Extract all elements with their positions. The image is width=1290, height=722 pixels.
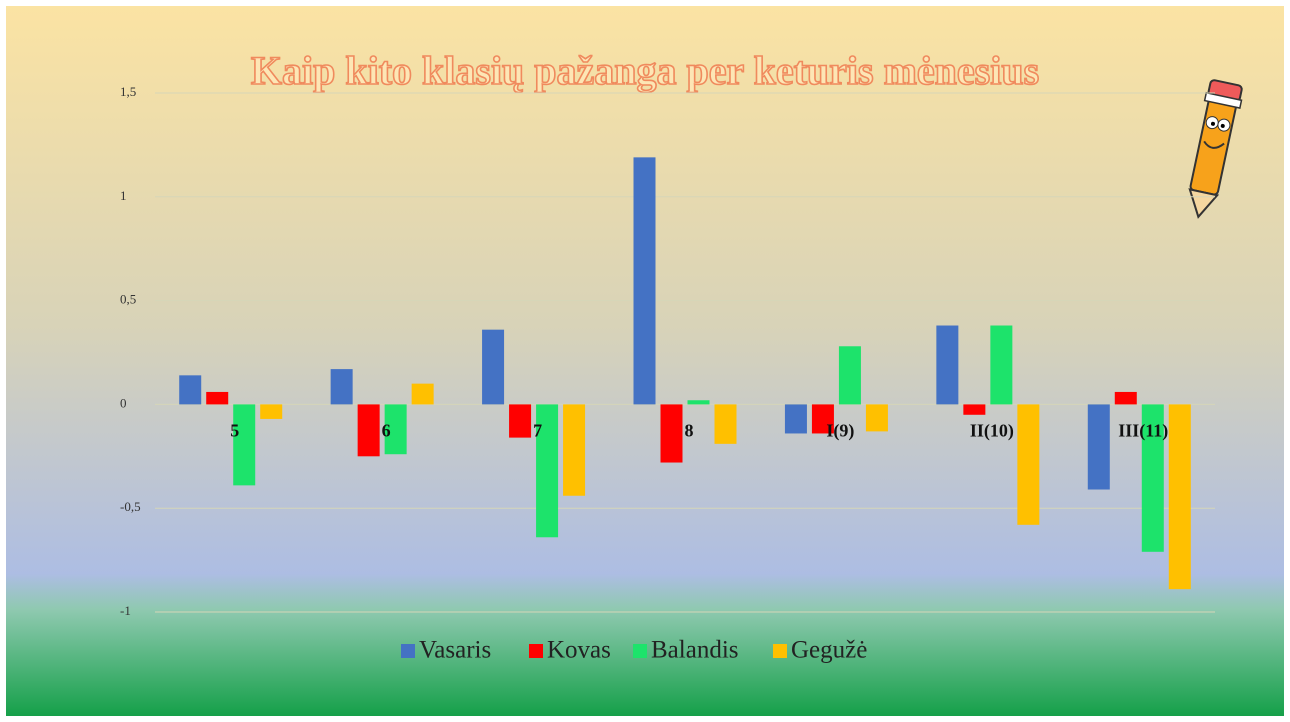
bar — [936, 326, 958, 405]
bar — [688, 400, 710, 404]
x-tick-label: 6 — [382, 421, 391, 441]
bar — [358, 404, 380, 456]
chart: Kaip kito klasių pažanga per keturis mėn… — [0, 0, 1290, 722]
y-tick-label: 0 — [120, 395, 127, 410]
bar — [482, 330, 504, 405]
legend-swatch — [773, 644, 787, 658]
bar — [1088, 404, 1110, 489]
bar — [839, 346, 861, 404]
bar — [233, 404, 255, 485]
bar — [260, 404, 282, 419]
x-tick-label: 5 — [230, 421, 239, 441]
bar — [990, 326, 1012, 405]
legend-label: Kovas — [547, 637, 611, 664]
y-tick-label: -1 — [120, 603, 131, 618]
bar — [331, 369, 353, 404]
bar — [1115, 392, 1137, 404]
bar — [206, 392, 228, 404]
legend-label: Gegužė — [791, 637, 867, 664]
bar — [634, 157, 656, 404]
bar — [509, 404, 531, 437]
bar — [412, 384, 434, 405]
y-tick-label: 1,5 — [120, 84, 136, 99]
x-tick-label: I(9) — [826, 421, 854, 442]
bar — [715, 404, 737, 443]
x-tick-label: III(11) — [1118, 421, 1168, 442]
x-tick-label: 7 — [533, 421, 542, 441]
x-tick-label: 8 — [685, 421, 694, 441]
chart-title: Kaip kito klasių pažanga per keturis mėn… — [251, 48, 1039, 93]
legend-label: Vasaris — [419, 637, 491, 664]
bar — [866, 404, 888, 431]
legend-swatch — [401, 644, 415, 658]
bar — [785, 404, 807, 433]
y-tick-label: 0,5 — [120, 292, 136, 307]
bar — [179, 375, 201, 404]
bar — [661, 404, 683, 462]
legend-swatch — [529, 644, 543, 658]
page: {"chart_data": {"type": "bar", "title": … — [0, 0, 1290, 722]
bar — [563, 404, 585, 495]
y-tick-label: -0,5 — [120, 499, 141, 514]
legend-swatch — [633, 644, 647, 658]
y-tick-label: 1 — [120, 188, 127, 203]
bar — [1169, 404, 1191, 589]
x-tick-label: II(10) — [970, 421, 1014, 442]
bar — [1017, 404, 1039, 524]
legend-label: Balandis — [651, 637, 739, 664]
bar — [963, 404, 985, 414]
